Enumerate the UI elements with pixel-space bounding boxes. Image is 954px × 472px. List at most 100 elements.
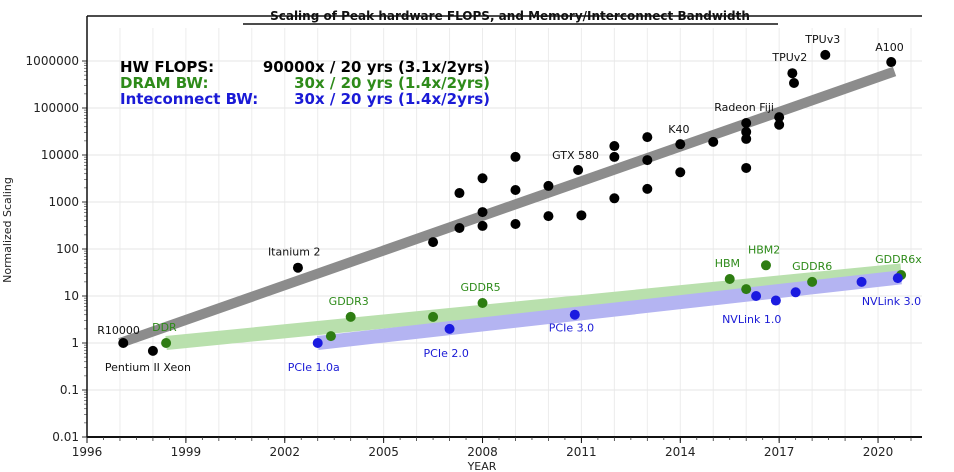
x-tick-label: 2020 bbox=[863, 445, 894, 459]
x-tick-label: 2017 bbox=[764, 445, 795, 459]
data-points: R10000 Pentium II Xeon Itanium 2 GTX 580 K40… bbox=[97, 33, 922, 374]
point-label: GDDR3 bbox=[329, 295, 369, 308]
point-0-2 bbox=[292, 262, 303, 273]
point-0-22 bbox=[675, 167, 686, 178]
x-tick-label: 2002 bbox=[269, 445, 300, 459]
point-0-0 bbox=[118, 338, 129, 348]
point-1-1 bbox=[325, 331, 336, 342]
annotation-value: 30x / 20 yrs (1.4x/2yrs) bbox=[294, 90, 490, 108]
point-0-21 bbox=[642, 132, 653, 143]
point-0-29 bbox=[774, 119, 785, 130]
point-2-0 bbox=[312, 338, 323, 348]
point-0-11 bbox=[510, 151, 521, 162]
annotation-name: Inteconnect BW: bbox=[120, 90, 258, 108]
point-0-8 bbox=[477, 173, 488, 184]
trend-line-2 bbox=[316, 270, 902, 350]
point-0-26 bbox=[741, 133, 752, 144]
point-0-17 bbox=[609, 151, 620, 162]
point-2-5 bbox=[790, 287, 801, 298]
point-0-10 bbox=[510, 185, 521, 196]
point-1-3 bbox=[428, 311, 439, 322]
point-2-4 bbox=[770, 295, 781, 306]
point-label: GDDR5 bbox=[461, 281, 501, 294]
x-tick-label: 2014 bbox=[665, 445, 696, 459]
trend-lines bbox=[118, 66, 902, 350]
point-0-5 bbox=[454, 188, 465, 199]
point-2-7 bbox=[892, 273, 903, 284]
point-0-7 bbox=[477, 207, 488, 218]
point-1-6 bbox=[741, 284, 752, 295]
point-label: Pentium II Xeon bbox=[105, 361, 191, 374]
point-0-6 bbox=[477, 220, 488, 231]
y-tick-label: 1 bbox=[71, 336, 79, 350]
point-label: TPUv3 bbox=[804, 33, 840, 46]
y-tick-label: 100000 bbox=[33, 101, 79, 115]
x-axis-label: YEAR bbox=[467, 460, 497, 472]
annotation-value: 90000x / 20 yrs (3.1x/2yrs) bbox=[263, 58, 490, 76]
y-tick-label: 0.01 bbox=[52, 430, 79, 444]
point-0-13 bbox=[543, 180, 554, 191]
point-0-28 bbox=[741, 117, 752, 128]
y-tick-label: 0.1 bbox=[60, 383, 79, 397]
point-0-18 bbox=[609, 141, 620, 152]
point-label: NVLink 1.0 bbox=[722, 313, 781, 326]
x-tick-label: 2005 bbox=[368, 445, 399, 459]
x-tick-label: 2008 bbox=[467, 445, 498, 459]
axes: 0.01 0.1 1 10 100 1000 10000 100000 1000000 1996 1… bbox=[26, 15, 922, 459]
y-tick-label: 1000 bbox=[48, 195, 79, 209]
point-0-34 bbox=[886, 57, 897, 68]
point-2-2 bbox=[569, 309, 580, 320]
point-0-9 bbox=[510, 219, 521, 230]
annotation-value: 30x / 20 yrs (1.4x/2yrs) bbox=[294, 74, 490, 92]
point-label: HBM bbox=[715, 257, 740, 270]
point-label: PCIe 2.0 bbox=[424, 347, 469, 360]
point-label: PCIe 3.0 bbox=[549, 322, 594, 335]
annotation-name: DRAM BW: bbox=[120, 74, 208, 92]
point-0-30 bbox=[774, 112, 785, 123]
point-0-16 bbox=[609, 193, 620, 204]
point-1-0 bbox=[161, 338, 172, 348]
y-tick-label: 10000 bbox=[41, 148, 79, 162]
point-0-12 bbox=[543, 211, 554, 222]
point-label: TPUv2 bbox=[771, 51, 807, 64]
point-1-2 bbox=[345, 311, 356, 322]
point-0-15 bbox=[576, 210, 587, 221]
y-axis-label: Normalized Scaling bbox=[1, 177, 14, 283]
point-label: PCIe 1.0a bbox=[288, 361, 340, 374]
point-0-31 bbox=[787, 68, 798, 79]
point-1-4 bbox=[477, 297, 488, 308]
point-label: R10000 bbox=[97, 324, 140, 337]
point-label: NVLink 3.0 bbox=[862, 295, 921, 308]
point-label: K40 bbox=[668, 123, 689, 136]
point-label: GDDR6 bbox=[792, 260, 832, 273]
point-1-8 bbox=[807, 276, 818, 287]
trend-line-1 bbox=[165, 263, 902, 350]
y-tick-label: 1000000 bbox=[26, 54, 79, 68]
x-tick-label: 1999 bbox=[171, 445, 202, 459]
point-label: GDDR6x bbox=[875, 253, 922, 266]
point-1-5 bbox=[724, 273, 735, 284]
point-0-4 bbox=[454, 222, 465, 233]
annotation-name: HW FLOPS: bbox=[120, 58, 214, 76]
point-label: Itanium 2 bbox=[268, 246, 321, 259]
y-tick-label: 10 bbox=[64, 289, 79, 303]
point-0-3 bbox=[428, 237, 439, 248]
point-label: Radeon Fiji bbox=[714, 101, 774, 114]
point-0-24 bbox=[708, 136, 719, 147]
x-tick-label: 2011 bbox=[566, 445, 597, 459]
point-label: HBM2 bbox=[748, 243, 780, 256]
point-2-3 bbox=[751, 291, 762, 301]
point-0-19 bbox=[642, 183, 653, 194]
point-0-27 bbox=[741, 126, 752, 137]
point-0-20 bbox=[642, 155, 653, 166]
point-label: DDR bbox=[152, 321, 177, 334]
point-0-23 bbox=[675, 139, 686, 150]
point-0-14 bbox=[573, 164, 584, 175]
annotation-box: HW FLOPS: 90000x / 20 yrs (3.1x/2yrs) DRAM… bbox=[120, 58, 490, 108]
point-label: A100 bbox=[875, 41, 904, 54]
point-label: GTX 580 bbox=[552, 149, 599, 162]
point-2-6 bbox=[856, 276, 867, 287]
point-0-25 bbox=[741, 162, 752, 173]
point-0-33 bbox=[820, 49, 831, 60]
